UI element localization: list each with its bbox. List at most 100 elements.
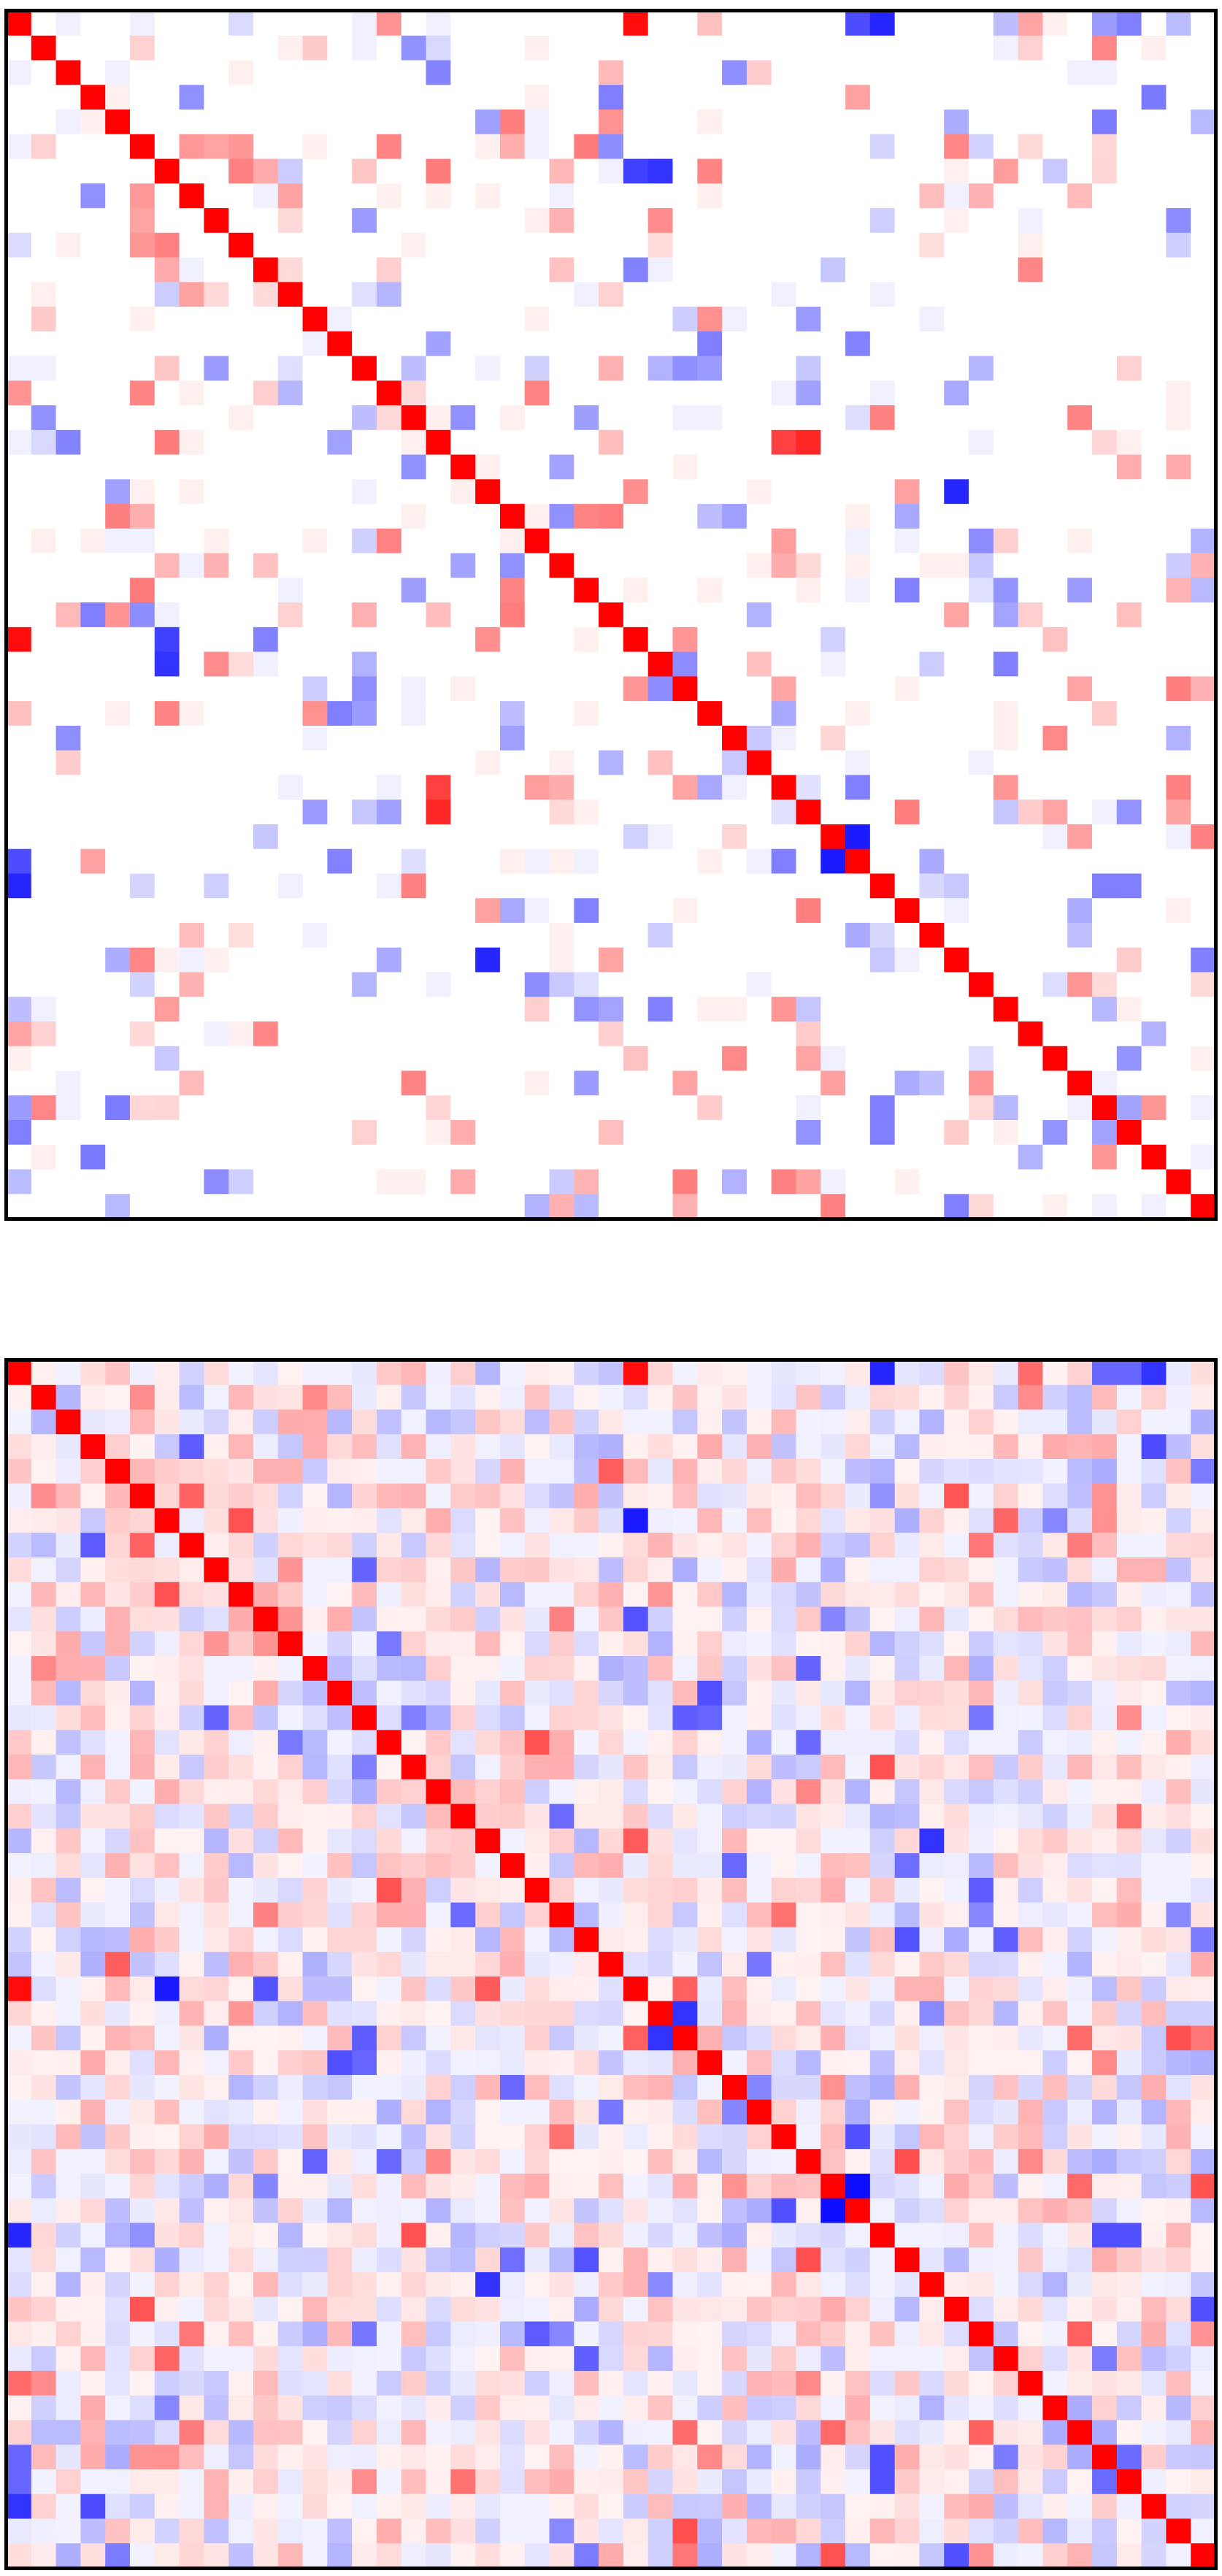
heatmap-dense-cell (31, 2518, 57, 2544)
heatmap-sparse-cell (993, 110, 1019, 135)
heatmap-sparse-cell (574, 356, 599, 381)
heatmap-sparse-cell (401, 282, 427, 307)
heatmap-sparse-cell (771, 35, 797, 61)
heatmap-dense-cell (771, 1656, 797, 1682)
heatmap-sparse-cell (549, 307, 575, 332)
heatmap-sparse-cell (697, 997, 723, 1022)
heatmap-sparse-cell (1067, 1095, 1093, 1121)
heatmap-dense-cell (821, 2050, 846, 2076)
heatmap-sparse-cell (869, 282, 896, 307)
heatmap-sparse-cell (80, 528, 106, 554)
heatmap-sparse-cell (31, 35, 57, 61)
heatmap-dense-cell (821, 1606, 846, 1632)
heatmap-sparse-cell (302, 85, 328, 110)
heatmap-dense-cell (599, 2370, 624, 2396)
heatmap-sparse-cell (475, 1070, 501, 1096)
heatmap-sparse-cell (401, 1144, 427, 1170)
heatmap-sparse-cell (1166, 307, 1191, 332)
heatmap-dense-cell (647, 2247, 674, 2273)
heatmap-dense-cell (845, 2493, 871, 2520)
heatmap-sparse-cell (475, 676, 501, 702)
heatmap-dense-cell (969, 2001, 994, 2026)
heatmap-sparse-cell (55, 454, 81, 480)
heatmap-sparse-cell (228, 824, 254, 850)
heatmap-dense-cell (623, 2469, 649, 2495)
heatmap-dense-cell (105, 2543, 131, 2569)
heatmap-dense-cell (1018, 1360, 1044, 1386)
heatmap-dense-cell (1018, 2296, 1044, 2323)
heatmap-sparse-cell (869, 35, 896, 61)
heatmap-sparse-cell (154, 1095, 180, 1121)
heatmap-sparse-cell (401, 1095, 427, 1121)
heatmap-sparse-cell (80, 800, 106, 825)
heatmap-dense-cell (524, 2124, 550, 2150)
heatmap-sparse-cell (376, 725, 402, 751)
heatmap-dense-cell (969, 2518, 994, 2544)
heatmap-dense-cell (80, 1952, 106, 1977)
heatmap-dense-cell (722, 1902, 748, 1928)
heatmap-sparse-cell (1042, 676, 1068, 702)
heatmap-sparse-cell (401, 1046, 427, 1072)
heatmap-sparse-cell (55, 676, 81, 702)
heatmap-dense-cell (475, 1902, 501, 1928)
heatmap-dense-cell (55, 1409, 81, 1435)
heatmap-dense-cell (253, 1360, 279, 1386)
heatmap-sparse-cell (722, 257, 748, 283)
heatmap-sparse-cell (993, 626, 1019, 653)
heatmap-sparse-cell (204, 331, 229, 357)
heatmap-dense-cell (1067, 2543, 1093, 2569)
heatmap-sparse-cell (1092, 1070, 1118, 1096)
heatmap-sparse-cell (327, 676, 353, 702)
heatmap-dense-cell (647, 1360, 674, 1386)
heatmap-dense-cell (869, 1360, 896, 1386)
heatmap-dense-cell (55, 2296, 81, 2323)
heatmap-sparse-cell (80, 676, 106, 702)
heatmap-sparse-cell (1191, 528, 1216, 554)
heatmap-sparse-cell (31, 1144, 57, 1170)
heatmap-dense-cell (796, 1853, 821, 1879)
heatmap-sparse-cell (253, 1046, 279, 1072)
heatmap-sparse-cell (894, 60, 921, 85)
heatmap-dense-cell (228, 1606, 254, 1632)
heatmap-dense-cell (80, 1656, 106, 1682)
heatmap-dense-cell (55, 2025, 81, 2051)
heatmap-sparse-cell (697, 775, 723, 800)
heatmap-sparse-cell (253, 454, 279, 480)
heatmap-sparse-cell (105, 134, 131, 160)
heatmap-sparse-cell (1116, 651, 1142, 677)
heatmap-dense-cell (599, 2445, 624, 2470)
heatmap-dense-cell (1042, 2272, 1068, 2298)
heatmap-dense-cell (1067, 1755, 1093, 1780)
heatmap-sparse-cell (80, 553, 106, 578)
heatmap-sparse-cell (204, 725, 229, 751)
heatmap-dense-cell (1191, 2124, 1216, 2150)
heatmap-dense-cell (944, 1557, 969, 1583)
heatmap-dense-cell (179, 2124, 204, 2150)
heatmap-sparse-cell (228, 1070, 254, 1096)
heatmap-sparse-cell (722, 232, 748, 258)
heatmap-sparse-cell (327, 1021, 353, 1047)
heatmap-sparse-cell (1141, 1021, 1167, 1047)
heatmap-dense-cell (869, 2025, 896, 2051)
heatmap-dense-cell (1042, 1533, 1068, 1558)
heatmap-sparse-cell (599, 676, 624, 702)
heatmap-dense-cell (969, 2149, 994, 2174)
heatmap-dense-cell (647, 2074, 674, 2101)
heatmap-sparse-cell (771, 1046, 797, 1072)
heatmap-sparse-cell (154, 553, 180, 578)
heatmap-dense-cell (475, 2543, 501, 2569)
heatmap-sparse-cell (277, 651, 304, 677)
heatmap-sparse-cell (845, 602, 871, 628)
heatmap-dense-cell (450, 2395, 476, 2421)
heatmap-dense-cell (253, 1828, 279, 1854)
heatmap-sparse-cell (1191, 947, 1216, 973)
heatmap-dense-cell (228, 1582, 254, 1608)
heatmap-sparse-cell (228, 553, 254, 578)
heatmap-dense-cell (894, 1853, 921, 1879)
heatmap-dense-cell (1166, 2445, 1191, 2470)
heatmap-dense-cell (228, 2050, 254, 2076)
heatmap-dense-cell (1018, 1755, 1044, 1780)
heatmap-sparse-cell (352, 429, 377, 456)
heatmap-dense-cell (450, 2370, 476, 2396)
heatmap-dense-cell (179, 1927, 204, 1952)
